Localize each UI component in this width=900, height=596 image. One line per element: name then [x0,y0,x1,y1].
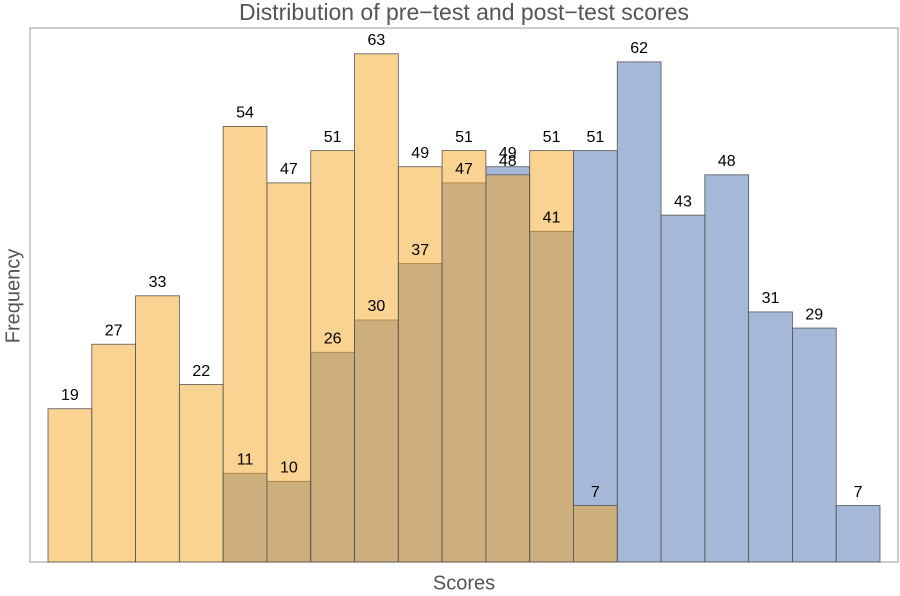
bar [660,214,706,563]
value-label: 49 [411,145,429,162]
value-label: 27 [105,322,123,339]
bars [47,53,881,563]
bar [704,174,750,563]
bar [485,174,531,563]
value-label: 41 [543,209,561,226]
value-label: 22 [192,363,210,380]
value-label: 26 [324,330,342,347]
value-label: 51 [324,129,342,146]
value-label: 30 [368,298,386,315]
value-label: 48 [718,153,736,170]
bar [748,311,793,563]
value-label: 10 [280,460,298,477]
bar [178,384,224,563]
value-label: 7 [591,484,600,501]
bar [573,150,618,563]
value-label: 51 [586,129,604,146]
value-label: 51 [455,129,473,146]
x-axis-label: Scores [433,572,495,594]
value-label: 63 [368,32,386,49]
value-label: 62 [630,40,648,57]
bar [529,150,574,563]
bar [441,150,487,563]
bar [222,126,268,563]
value-label: 19 [61,387,79,404]
value-label: 31 [762,290,780,307]
value-label: 43 [674,193,692,210]
value-label: 54 [236,105,254,122]
value-label: 11 [237,451,254,468]
bar [266,182,312,563]
value-label: 49 [499,145,517,162]
value-label: 47 [280,161,298,178]
value-label: 33 [149,274,167,291]
value-label: 47 [455,161,473,178]
bar [792,327,837,563]
y-axis-label: Frequency [2,249,24,344]
bar [616,61,662,563]
value-label: 51 [543,129,561,146]
bar [310,150,355,563]
bar [835,505,881,563]
value-label: 7 [854,484,863,501]
bar [135,295,180,563]
bar [91,343,136,563]
bar [573,505,618,563]
bar [47,408,93,563]
bar [397,166,443,563]
value-label: 29 [805,306,823,323]
value-labels: 11 10 26 30 37 47 49 41 51 62 43 48 31 29 7 19 27 33 22 54 4… [61,32,863,501]
value-label: 48 [499,153,517,170]
value-label: 37 [411,242,429,259]
chart-title: Distribution of pre−test and post−test s… [239,0,689,25]
